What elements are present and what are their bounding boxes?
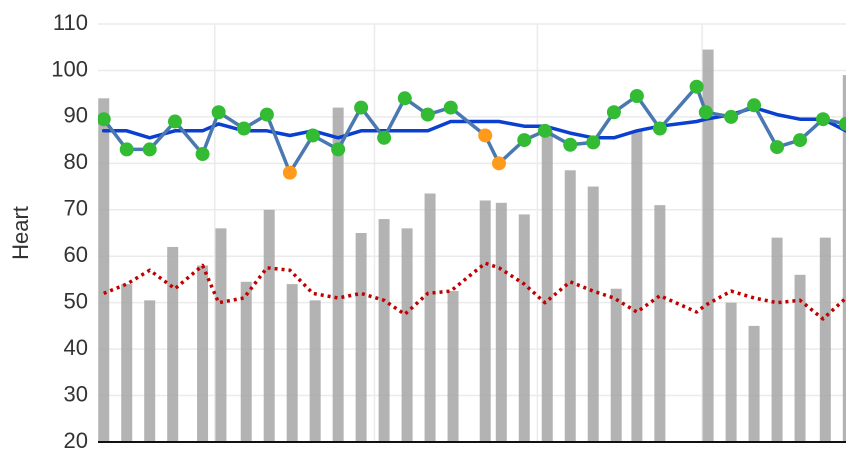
marker	[331, 142, 346, 157]
marker	[492, 156, 507, 171]
bar	[702, 49, 714, 442]
bar	[610, 288, 622, 442]
marker	[689, 79, 704, 94]
bar	[495, 202, 507, 442]
marker	[305, 128, 320, 143]
marker	[354, 100, 369, 115]
y-tick-label: 40	[64, 335, 88, 360]
axes: 20 30 40 50 60 70 80 90 100 110	[51, 10, 846, 453]
marker	[724, 109, 739, 124]
bar	[98, 98, 110, 442]
bar	[240, 281, 252, 442]
y-axis-label: Heart	[8, 206, 33, 260]
bar	[631, 130, 643, 442]
marker	[397, 91, 412, 106]
bar	[355, 233, 367, 442]
y-tick-label: 60	[64, 242, 88, 267]
marker	[816, 112, 831, 127]
marker	[793, 133, 808, 148]
y-tick-label: 30	[64, 381, 88, 406]
y-tick-label: 100	[51, 56, 88, 81]
marker	[563, 137, 578, 152]
bar	[748, 325, 760, 442]
bar	[654, 205, 666, 442]
bar	[286, 284, 298, 442]
marker	[747, 98, 762, 113]
bar	[541, 130, 553, 442]
bar	[842, 75, 846, 442]
bar	[564, 170, 576, 442]
bar	[332, 107, 344, 442]
marker	[211, 105, 226, 120]
marker	[195, 147, 210, 162]
bar	[518, 214, 530, 442]
plot-area	[98, 49, 846, 442]
bar	[771, 237, 783, 442]
bar	[819, 237, 831, 442]
line	[103, 261, 846, 321]
marker	[282, 165, 297, 180]
marker	[839, 116, 846, 131]
y-tick-label: 110	[53, 10, 88, 35]
bar	[309, 300, 321, 442]
marker	[586, 135, 601, 150]
marker	[167, 114, 182, 129]
bar	[447, 291, 459, 442]
bar	[794, 274, 806, 442]
marker	[698, 105, 713, 120]
bar	[378, 219, 390, 442]
marker	[606, 105, 621, 120]
marker	[478, 128, 493, 143]
marker	[377, 130, 392, 145]
marker	[537, 123, 552, 138]
grid	[98, 23, 846, 443]
y-tick-label: 80	[64, 149, 88, 174]
marker	[119, 142, 134, 157]
bar	[263, 209, 275, 442]
bar	[197, 265, 209, 442]
bar	[725, 302, 737, 442]
bar	[401, 228, 413, 442]
marker	[652, 121, 667, 136]
y-tick-label: 90	[64, 103, 88, 128]
marker	[629, 88, 644, 103]
bar	[587, 186, 599, 442]
marker	[443, 100, 458, 115]
bar	[424, 193, 436, 442]
marker	[142, 142, 157, 157]
bar	[479, 200, 491, 442]
marker	[420, 107, 435, 122]
y-tick-label: 20	[64, 428, 88, 453]
bar	[121, 284, 133, 442]
bar	[144, 300, 156, 442]
marker	[517, 133, 532, 148]
bar	[167, 246, 179, 442]
bar	[215, 228, 227, 442]
marker	[98, 112, 111, 127]
y-tick-label: 50	[64, 288, 88, 313]
marker	[259, 107, 274, 122]
marker	[770, 140, 785, 155]
marker	[236, 121, 251, 136]
y-tick-label: 70	[64, 196, 88, 221]
